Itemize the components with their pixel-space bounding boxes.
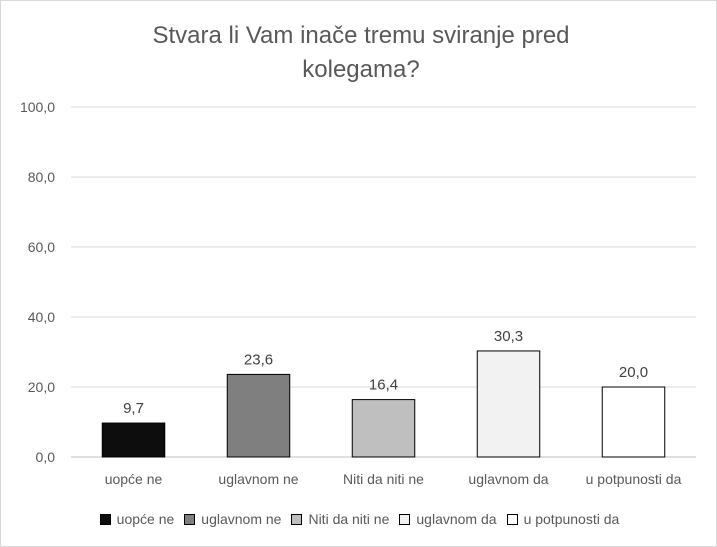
x-tick-label: Niti da niti ne xyxy=(343,471,424,487)
data-label: 9,7 xyxy=(123,400,144,417)
legend-label: u potpunosti da xyxy=(523,511,620,527)
y-tick-label: 100,0 xyxy=(20,99,55,115)
legend: uopće ne uglavnom ne Niti da niti ne uglavn… xyxy=(1,509,717,529)
legend-label: uglavnom da xyxy=(416,511,497,527)
legend-item: Niti da niti ne xyxy=(291,509,389,529)
data-label: 16,4 xyxy=(369,377,398,394)
bar xyxy=(226,373,291,458)
bar xyxy=(601,386,666,458)
bar xyxy=(351,399,416,458)
legend-swatch xyxy=(184,513,196,525)
y-tick-label: 60,0 xyxy=(28,239,55,255)
bar xyxy=(101,422,166,458)
legend-item: uglavnom ne xyxy=(184,509,281,529)
legend-label: uopće ne xyxy=(116,511,175,527)
legend-swatch xyxy=(291,513,303,525)
legend-swatch xyxy=(506,513,518,525)
x-tick-label: uopće ne xyxy=(105,471,163,487)
legend-item: u potpunosti da xyxy=(506,509,620,529)
data-label: 30,3 xyxy=(494,328,523,345)
plot-area: 0,0 20,0 40,0 60,0 80,0 100,0 9,7 uopće ne 23,6 u… xyxy=(20,99,696,487)
y-tick-label: 0,0 xyxy=(36,449,56,465)
y-tick-label: 80,0 xyxy=(28,169,55,185)
legend-label: uglavnom ne xyxy=(201,511,282,527)
bar xyxy=(476,350,541,458)
chart-title: Stvara li Vam inače tremu sviranje pred … xyxy=(152,22,570,83)
data-label: 23,6 xyxy=(244,351,273,368)
x-tick-label: uglavnom da xyxy=(468,471,548,487)
legend-swatch xyxy=(399,513,411,525)
legend-item: uopće ne xyxy=(99,509,175,529)
x-tick-label: uglavnom ne xyxy=(218,471,298,487)
x-tick-label: u potpunosti da xyxy=(586,471,682,487)
y-tick-label: 20,0 xyxy=(28,379,55,395)
y-tick-label: 40,0 xyxy=(28,309,55,325)
legend-label: Niti da niti ne xyxy=(308,511,390,527)
data-label: 20,0 xyxy=(619,364,648,381)
legend-item: uglavnom da xyxy=(399,509,497,529)
legend-swatch xyxy=(99,513,111,525)
